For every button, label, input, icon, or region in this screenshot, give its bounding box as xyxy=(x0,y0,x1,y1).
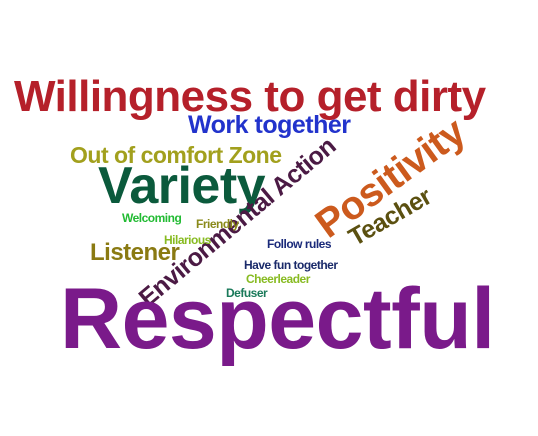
word-work-together: Work together xyxy=(188,111,351,139)
word-follow-rules: Follow rules xyxy=(267,237,332,251)
word-respectful: Respectful xyxy=(60,271,495,367)
word-variety: Variety xyxy=(98,157,266,215)
word-willingness-to-get-dirty: Willingness to get dirty xyxy=(14,72,486,121)
word-listener: Listener xyxy=(90,239,180,266)
word-cheerleader: Cheerleader xyxy=(246,272,310,286)
word-out-of-comfort-zone: Out of comfort Zone xyxy=(70,142,282,168)
word-have-fun-together: Have fun together xyxy=(244,258,338,272)
word-defuser: Defuser xyxy=(226,286,268,300)
word-welcoming: Welcoming xyxy=(122,211,182,225)
word-friendly: Friendly xyxy=(196,217,239,231)
word-hilarious: Hilarious xyxy=(164,233,211,247)
